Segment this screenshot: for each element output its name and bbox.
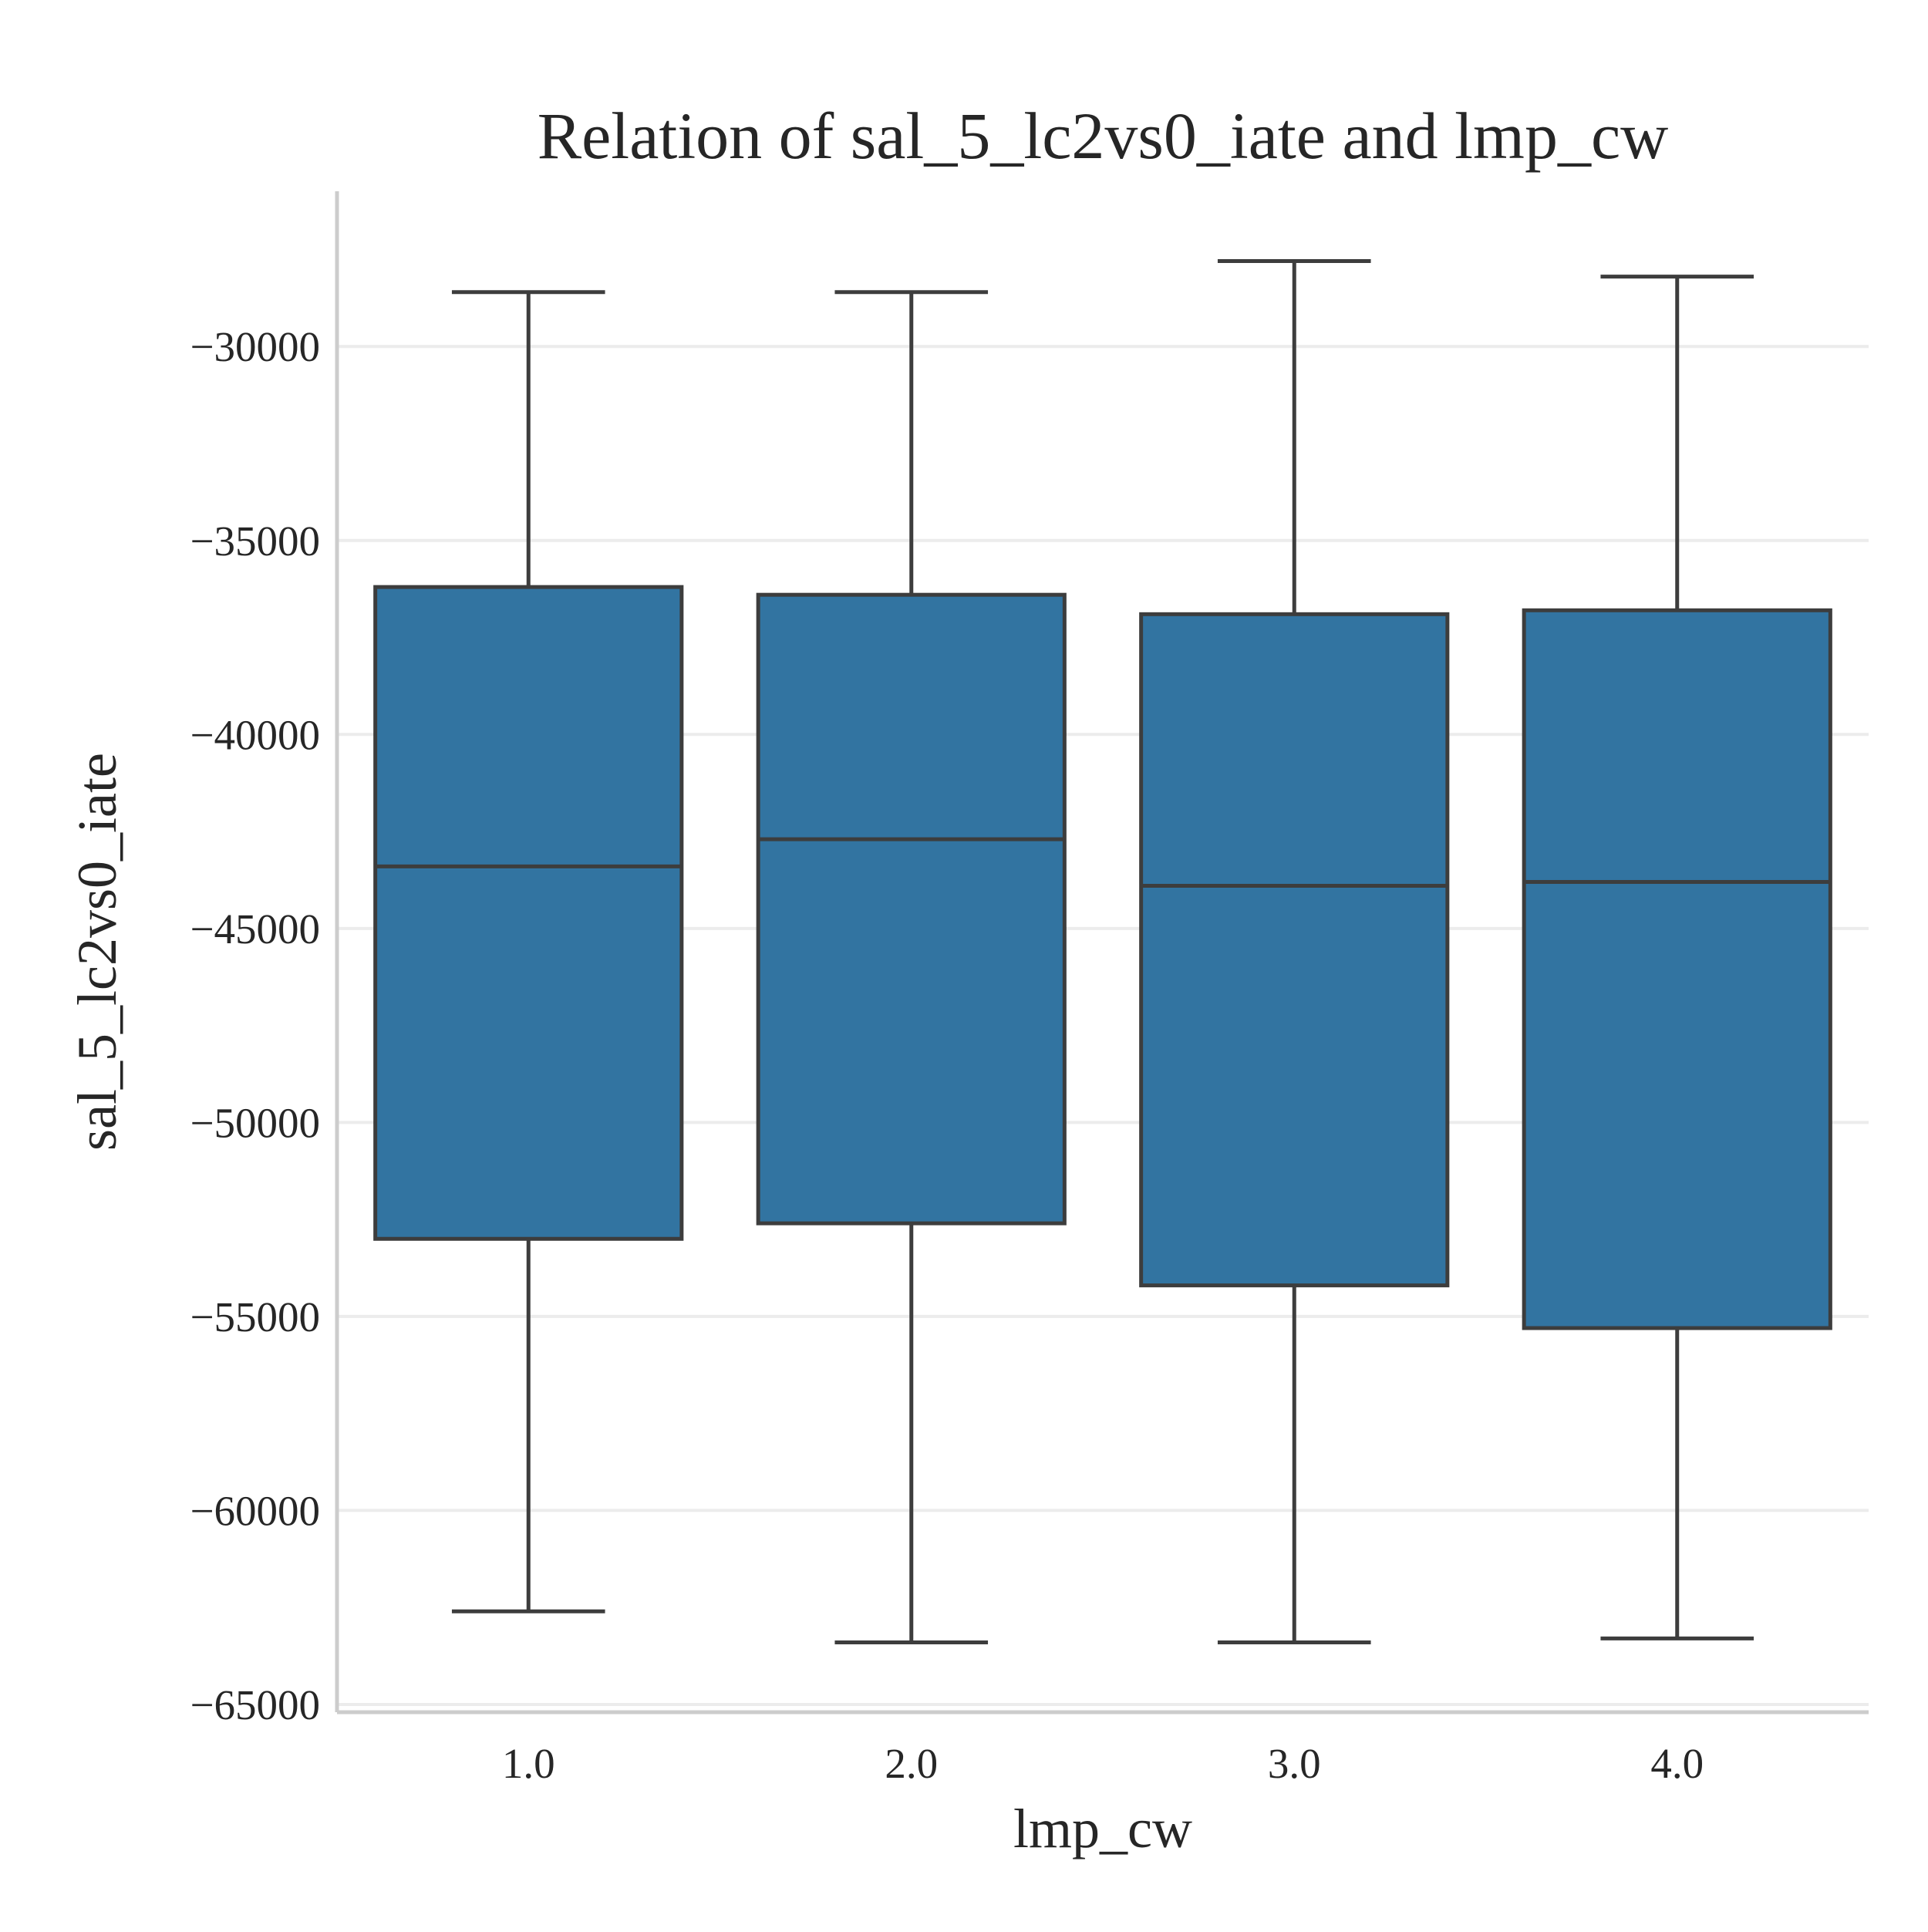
iqr-box [756, 592, 1067, 1226]
y-tick-label: −45000 [190, 905, 320, 953]
iqr-box [373, 585, 684, 1241]
axes-spines [335, 191, 1869, 1715]
y-tick-label: −35000 [190, 518, 320, 565]
iqr-box [1139, 612, 1450, 1288]
box-plot-item [1139, 259, 1450, 1644]
y-tick-label: −50000 [190, 1099, 320, 1146]
box-series [373, 259, 1832, 1644]
y-tick-labels: −30000 −35000 −40000 −45000 −50000 −55000 −600… [190, 323, 320, 1728]
chart-title: Relation of sal_5_lc2vs0_iate and lmp_cw [538, 99, 1668, 173]
iqr-box [1522, 608, 1832, 1330]
y-tick-label: −60000 [190, 1487, 320, 1534]
x-tick-labels: 1.0 2.0 3.0 4.0 [502, 1740, 1704, 1787]
y-tick-label: −40000 [190, 711, 320, 758]
box-plot-item [373, 290, 684, 1613]
x-axis-label: lmp_cw [1013, 1798, 1192, 1860]
x-tick-label: 3.0 [1268, 1740, 1321, 1787]
x-tick-label: 1.0 [502, 1740, 555, 1787]
y-tick-label: −30000 [190, 323, 320, 370]
box-plot-item [756, 290, 1067, 1644]
y-tick-label: −55000 [190, 1293, 320, 1340]
x-tick-label: 4.0 [1650, 1740, 1704, 1787]
x-tick-label: 2.0 [885, 1740, 938, 1787]
box-plot-item [1522, 275, 1832, 1640]
y-tick-label: −65000 [190, 1681, 320, 1728]
y-axis-label: sal_5_lc2vs0_iate [66, 753, 128, 1151]
